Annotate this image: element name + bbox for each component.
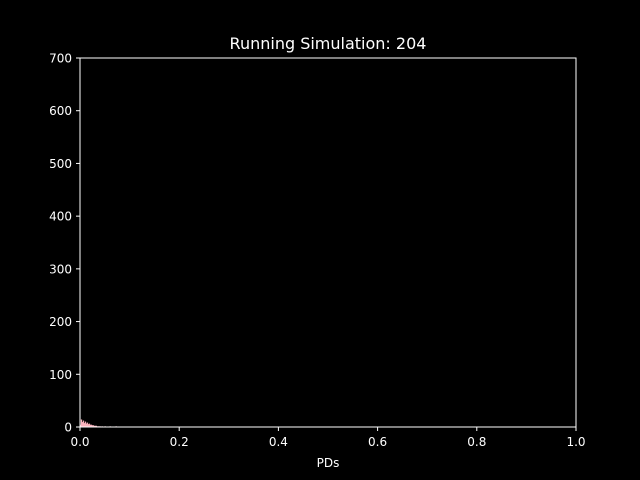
chart-title: Running Simulation: 204 [230,34,427,53]
y-tick-label: 200 [49,315,72,329]
x-tick-label: 0.4 [269,435,288,449]
y-tick-label: 300 [49,262,72,276]
x-tick-label: 1.0 [566,435,585,449]
x-tick-label: 0.8 [467,435,486,449]
y-tick-label: 700 [49,52,72,66]
x-tick-label: 0.2 [170,435,189,449]
y-tick-label: 500 [49,157,72,171]
y-tick-label: 600 [49,104,72,118]
plot-frame [79,57,577,428]
x-tick-label: 0.0 [70,435,89,449]
axes-group: 0.0 0.2 0.4 0.6 0.8 1.0 0 100 200 300 400 500 600 700 [49,52,585,450]
x-tick-label: 0.6 [368,435,387,449]
x-axis-label: PDs [317,456,340,470]
y-tick-label: 100 [49,368,72,382]
y-tick-label: 400 [49,210,72,224]
bars-group [79,419,117,428]
y-tick-label: 0 [64,421,72,435]
